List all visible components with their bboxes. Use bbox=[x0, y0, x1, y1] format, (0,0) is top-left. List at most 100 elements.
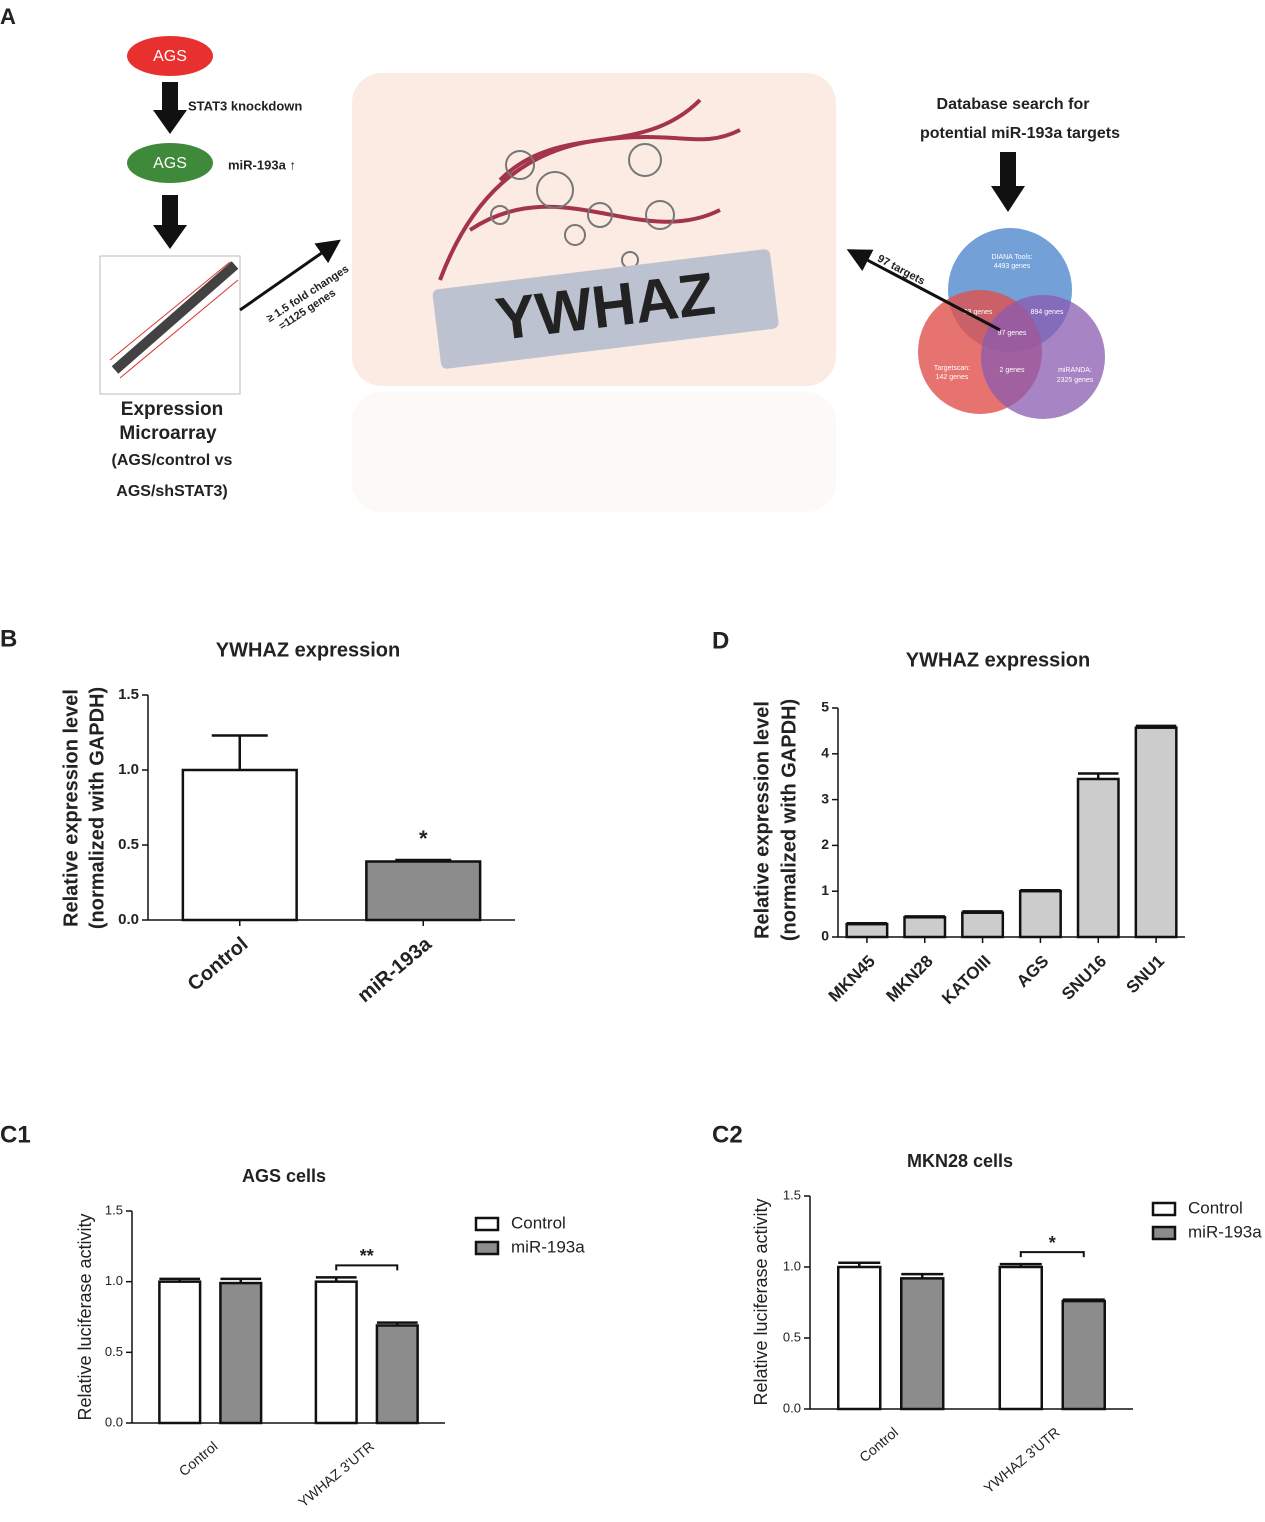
node-label: AGS bbox=[153, 48, 187, 65]
panel-label: C1 bbox=[0, 1121, 31, 1148]
step-label: STAT3 knockdown bbox=[188, 98, 302, 113]
chart-title: AGS cells bbox=[242, 1166, 326, 1186]
panel-label: A bbox=[0, 4, 16, 29]
x-tick-label: YWHAZ 3'UTR bbox=[981, 1424, 1063, 1496]
annotation: ** bbox=[360, 1246, 374, 1266]
x-tick-label: YWHAZ 3'UTR bbox=[295, 1438, 377, 1510]
x-tick-label: SNU1 bbox=[1123, 952, 1169, 998]
bar bbox=[1076, 777, 1120, 939]
x-tick-label: miR-193a bbox=[354, 932, 437, 1007]
venn-label: 2 genes bbox=[1000, 367, 1025, 374]
bar bbox=[1061, 1299, 1106, 1411]
panel-label: C2 bbox=[712, 1121, 743, 1148]
x-tick-label: MKN45 bbox=[825, 952, 879, 1006]
caption: Database search for bbox=[937, 96, 1090, 113]
legend-swatch bbox=[474, 1240, 500, 1256]
x-tick-label: Control bbox=[856, 1424, 901, 1465]
panel-label: B bbox=[0, 625, 17, 652]
y-tick-label: 0.5 bbox=[783, 1329, 801, 1344]
venn-miranda bbox=[981, 295, 1105, 419]
y-axis-label: (normalized with GAPDH) bbox=[778, 699, 800, 941]
arrow bbox=[153, 82, 187, 134]
y-tick-label: 1.0 bbox=[783, 1258, 801, 1273]
caption: Expression bbox=[121, 399, 223, 420]
bar bbox=[375, 1324, 419, 1425]
bar bbox=[1134, 726, 1178, 939]
y-tick-label: 3 bbox=[821, 790, 829, 806]
threshold-lines bbox=[109, 261, 239, 379]
arrow bbox=[991, 152, 1025, 212]
venn-label: 2325 genes bbox=[1057, 377, 1094, 384]
bar bbox=[158, 1280, 202, 1425]
fold-label: ≥ 1.5 fold changes =1125 genes bbox=[265, 263, 351, 333]
caption: AGS/shSTAT3) bbox=[116, 483, 227, 500]
arrow bbox=[846, 249, 1001, 332]
x-tick-label: MKN28 bbox=[883, 952, 937, 1006]
bar bbox=[845, 922, 889, 939]
annotation: * bbox=[1049, 1233, 1056, 1253]
y-tick-label: 5 bbox=[821, 699, 829, 715]
y-tick-label: 0 bbox=[821, 928, 829, 944]
bar bbox=[181, 768, 298, 922]
venn-label: miRANDA: bbox=[1058, 367, 1092, 374]
y-tick-label: 1 bbox=[821, 882, 829, 898]
x-tick-label: AGS bbox=[1013, 952, 1052, 991]
arrow bbox=[153, 195, 187, 249]
significance-bracket bbox=[1019, 1251, 1085, 1258]
y-tick-label: 2 bbox=[821, 836, 829, 852]
caption: Microarray bbox=[119, 423, 217, 444]
y-axis-label: Relative expression level bbox=[751, 701, 773, 939]
cell-node bbox=[127, 36, 213, 76]
y-tick-label: 1.0 bbox=[118, 761, 139, 778]
y-tick-label: 1.0 bbox=[105, 1273, 123, 1288]
legend-label: miR-193a bbox=[1188, 1222, 1262, 1241]
venn-label: Targetscan: bbox=[934, 365, 970, 372]
y-tick-label: 0.0 bbox=[118, 911, 139, 928]
bar bbox=[314, 1280, 358, 1425]
x-tick-label: KATOIII bbox=[938, 952, 994, 1008]
venn-label: 4493 genes bbox=[994, 263, 1031, 270]
y-tick-label: 0.5 bbox=[105, 1344, 123, 1359]
y-tick-label: 4 bbox=[821, 745, 829, 761]
bar bbox=[837, 1265, 882, 1411]
significance-bracket bbox=[335, 1264, 399, 1271]
legend-swatch bbox=[474, 1216, 500, 1232]
node-label: AGS bbox=[153, 155, 187, 172]
venn-label: 97 genes bbox=[998, 330, 1027, 337]
panel-label: D bbox=[712, 627, 729, 654]
arrow bbox=[239, 239, 341, 312]
y-tick-label: 1.5 bbox=[783, 1187, 801, 1202]
y-axis-label: Relative expression level bbox=[60, 689, 82, 927]
bar bbox=[961, 911, 1005, 939]
strands bbox=[438, 98, 741, 281]
chart-title: YWHAZ expression bbox=[906, 649, 1090, 671]
gene-plate: YWHAZ bbox=[432, 249, 779, 369]
venn-labels: DIANA Tools: 4493 genes Targetscan: 142 … bbox=[934, 254, 1094, 384]
bar bbox=[219, 1281, 263, 1425]
legend-label: Control bbox=[511, 1213, 566, 1232]
x-tick-label: Control bbox=[184, 933, 253, 996]
caption: potential miR-193a targets bbox=[920, 125, 1120, 142]
venn-label: DIANA Tools: bbox=[991, 254, 1032, 261]
step-label: miR-193a ↑ bbox=[228, 157, 296, 172]
bar bbox=[998, 1265, 1044, 1411]
annotation: * bbox=[419, 826, 428, 851]
scatter-cloud bbox=[111, 261, 239, 374]
venn-label: 142 genes bbox=[936, 374, 969, 381]
bar bbox=[903, 916, 947, 939]
reflection bbox=[352, 392, 836, 512]
y-axis-label: Relative luciferase activity bbox=[751, 1198, 771, 1405]
cell-node bbox=[127, 143, 213, 183]
venn-label: 894 genes bbox=[1031, 309, 1064, 316]
panel-a: A AGS STAT3 knockdown AGS miR-193a ↑ Exp… bbox=[0, 4, 1120, 512]
y-tick-label: 0.5 bbox=[118, 836, 139, 853]
bar bbox=[1018, 889, 1062, 939]
y-tick-label: 0.0 bbox=[105, 1414, 123, 1429]
legend-swatch bbox=[1151, 1201, 1177, 1217]
bar bbox=[899, 1277, 945, 1411]
y-axis-label: (normalized with GAPDH) bbox=[86, 687, 108, 929]
y-axis-label: Relative luciferase activity bbox=[75, 1213, 95, 1420]
vesicles bbox=[490, 143, 675, 269]
